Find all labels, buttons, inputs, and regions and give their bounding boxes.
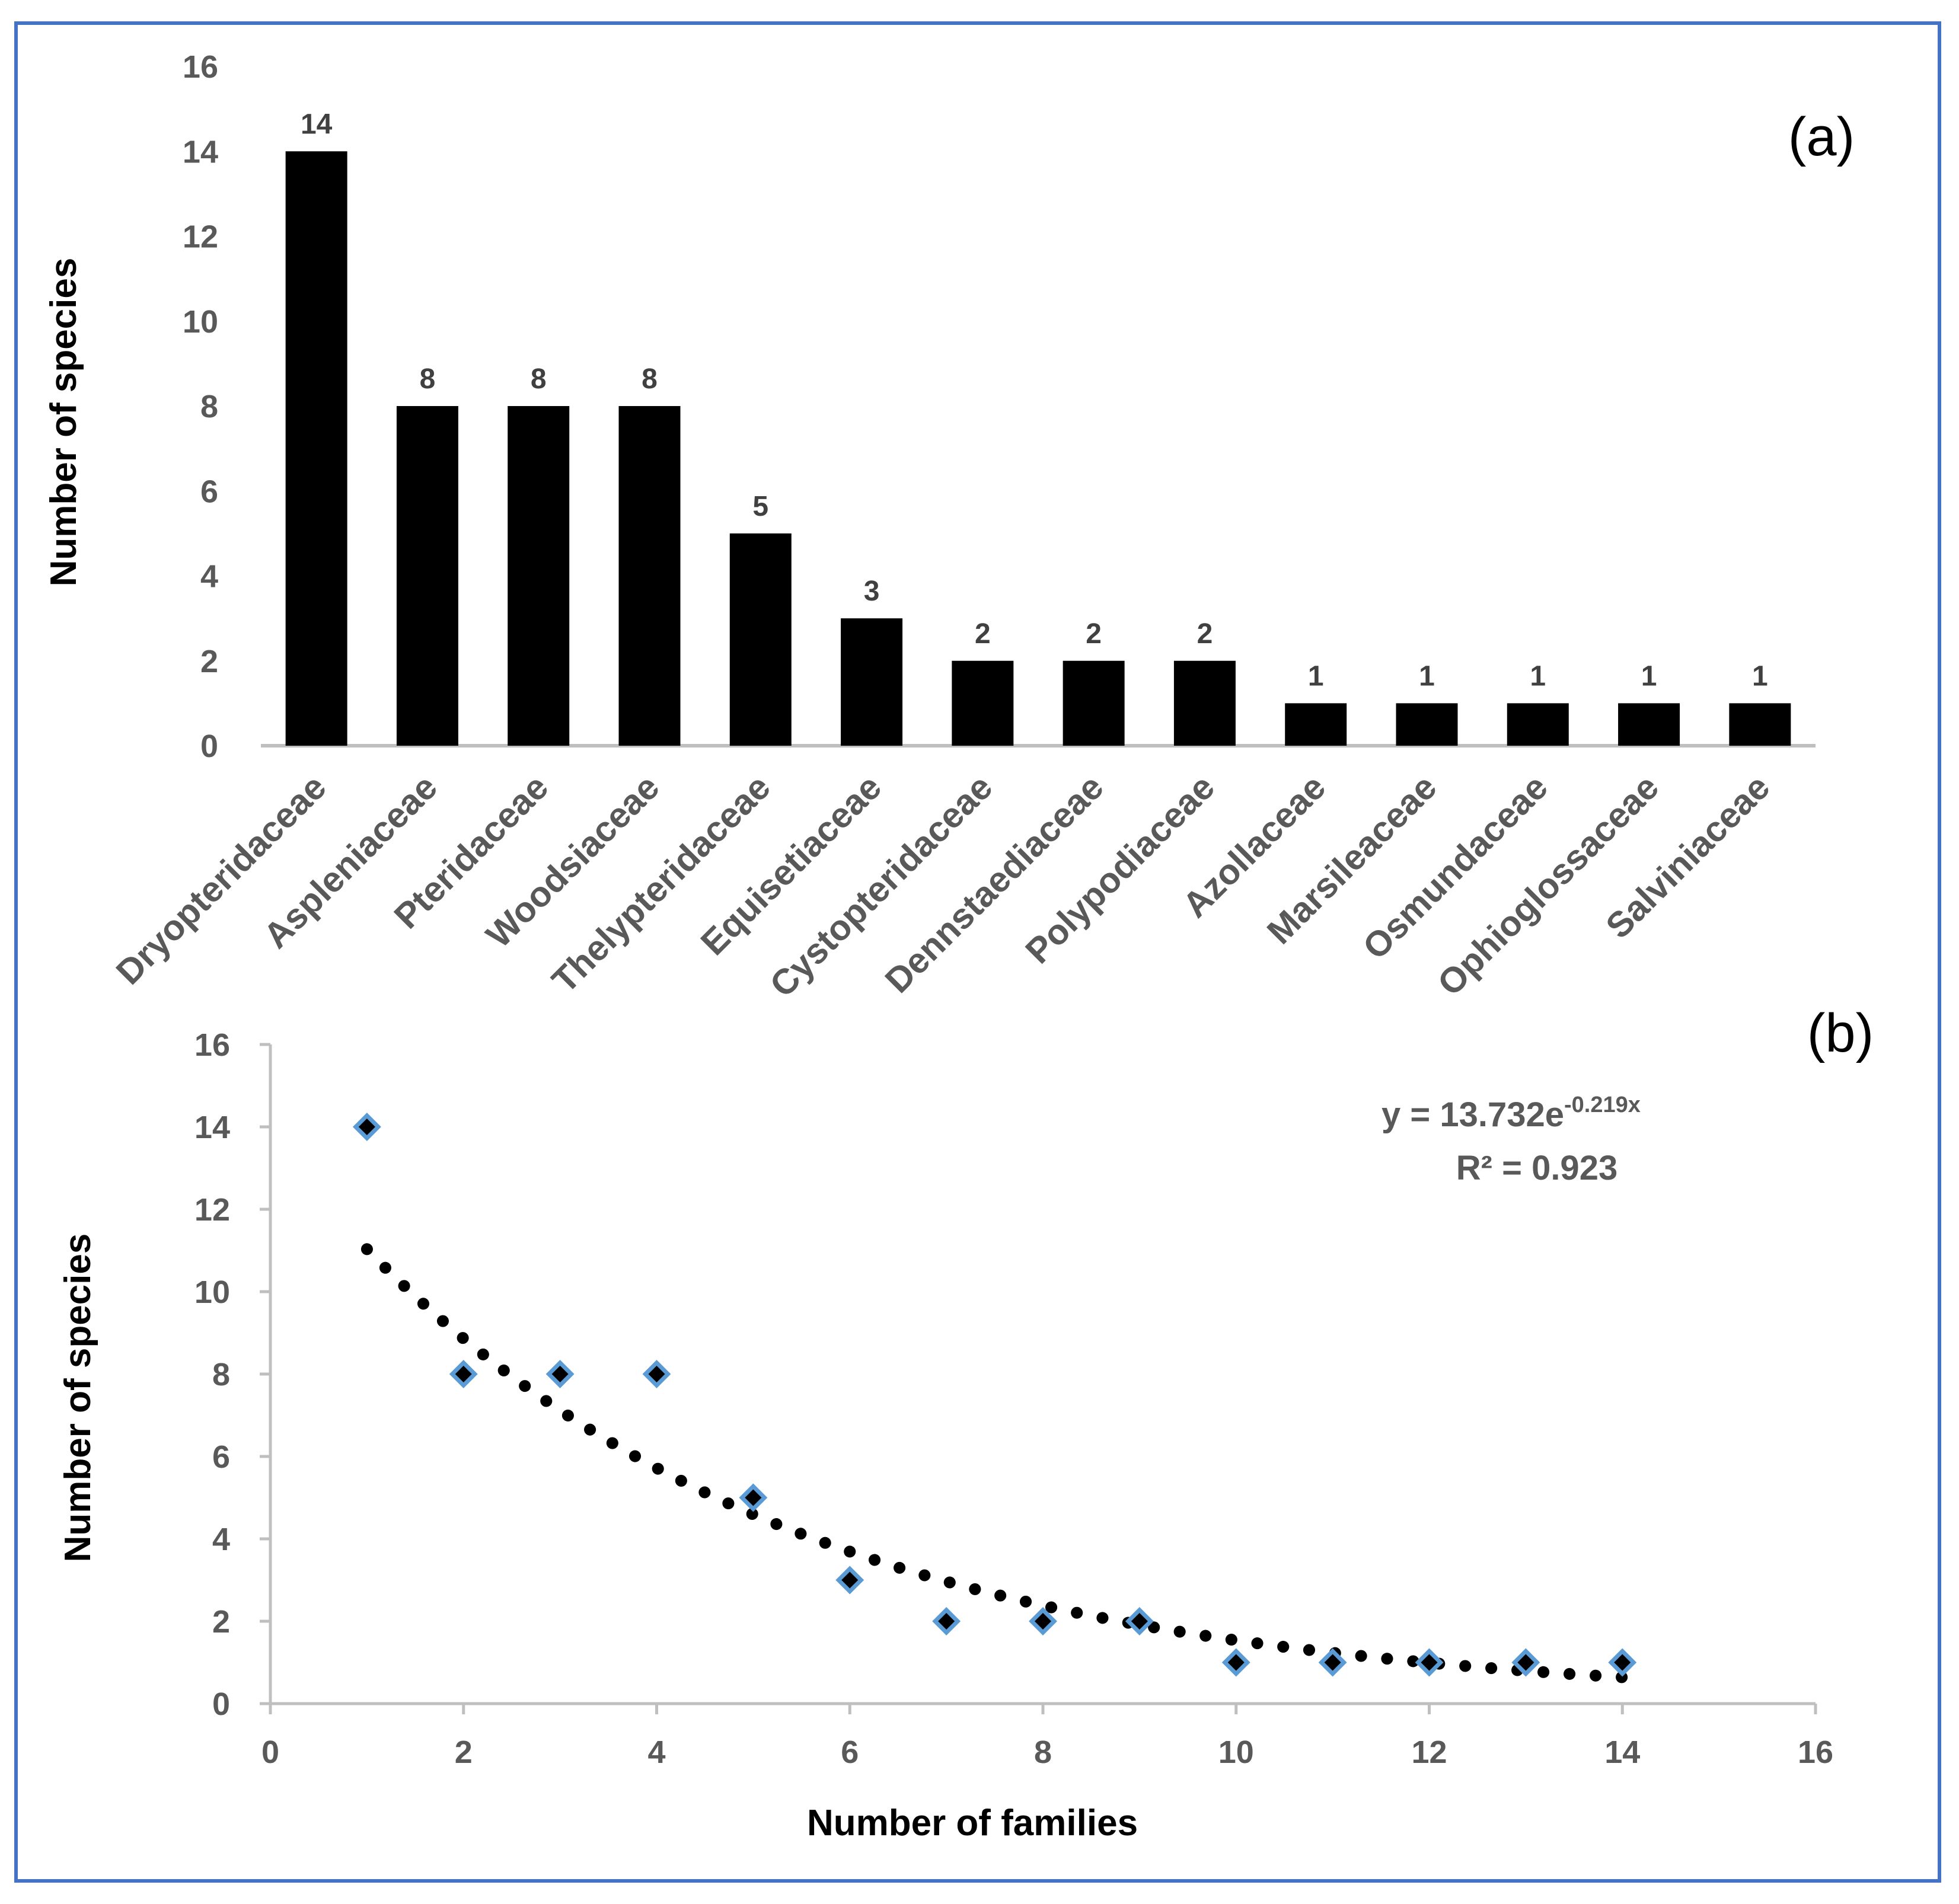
bar-chart-data-labels: 14 8 8 8 5 3 2 2 2 1 1 1 1 1 xyxy=(301,108,1768,692)
scatter-y-tick-label: 12 xyxy=(194,1192,230,1228)
bar xyxy=(1618,703,1680,746)
scatter-y-tick-label: 14 xyxy=(194,1110,230,1145)
scatter-points xyxy=(352,1113,1637,1677)
bar-y-tick-label: 6 xyxy=(200,474,218,509)
bar xyxy=(508,406,570,746)
bar xyxy=(729,533,792,746)
scatter-point xyxy=(1318,1648,1347,1677)
scatter-point xyxy=(1029,1607,1057,1635)
bar-data-label: 1 xyxy=(1308,660,1324,692)
bar-chart-category-labels: DryopteridaceaeAspleniaceaePteridaceaeWo… xyxy=(109,767,1778,1005)
panel-label-a: (a) xyxy=(1788,107,1855,167)
scatter-x-tick-label: 2 xyxy=(455,1734,473,1770)
scatter-x-tick-label: 12 xyxy=(1411,1734,1447,1770)
bar xyxy=(1173,660,1236,746)
bar-y-tick-label: 12 xyxy=(183,219,218,255)
exponential-trendline xyxy=(360,1243,1629,1683)
scatter-point xyxy=(642,1360,671,1388)
scatter-y-tick-label: 2 xyxy=(212,1604,230,1640)
scatter-x-tick-label: 4 xyxy=(647,1734,665,1770)
bar-data-label: 5 xyxy=(752,491,768,522)
scatter-x-axis-title: Number of families xyxy=(807,1803,1138,1844)
bar-y-tick-label: 16 xyxy=(183,49,218,85)
bar xyxy=(618,406,681,746)
bar-category-label: Osmundaceae xyxy=(1355,767,1555,967)
figure-frame xyxy=(14,21,1941,1883)
scatter-x-tick-label: 6 xyxy=(841,1734,859,1770)
bar-chart-y-axis-title: Number of species xyxy=(43,258,84,587)
scatter-x-ticks: 0 2 4 6 8 10 12 14 16 xyxy=(261,1704,1833,1770)
scatter-point xyxy=(1415,1648,1444,1677)
bar-data-label: 1 xyxy=(1530,660,1546,692)
scatter-y-tick-label: 8 xyxy=(212,1357,230,1392)
bar xyxy=(1285,703,1347,746)
scatter-point xyxy=(835,1566,864,1595)
bar xyxy=(396,406,458,746)
bar xyxy=(952,660,1014,746)
bar-category-label: Thelypteridaceae xyxy=(544,767,778,1001)
scatter-y-tick-label: 16 xyxy=(194,1027,230,1063)
scatter-point xyxy=(1511,1648,1540,1677)
trendline-equation-exponent: -0.219x xyxy=(1564,1092,1641,1117)
bar-category-label: Dennstaediaceae xyxy=(878,767,1111,1001)
bar xyxy=(1729,703,1791,746)
scatter-point xyxy=(1608,1648,1637,1677)
scatter-point xyxy=(545,1360,575,1388)
bar-data-label: 14 xyxy=(301,108,333,140)
scatter-point xyxy=(449,1360,478,1388)
bar-data-label: 8 xyxy=(531,363,547,395)
scatter-x-tick-label: 14 xyxy=(1604,1734,1640,1770)
bar-data-label: 1 xyxy=(1752,660,1768,692)
bar xyxy=(1396,703,1458,746)
bar-chart-bars xyxy=(285,151,1791,746)
bar-data-label: 3 xyxy=(864,576,880,607)
panel-label-b: (b) xyxy=(1807,1003,1874,1063)
bar-category-label: Polypodiaceae xyxy=(1018,767,1222,971)
trendline-equation-main: y = 13.732e xyxy=(1381,1095,1564,1134)
bar-y-tick-label: 0 xyxy=(200,729,218,764)
scatter-y-tick-label: 0 xyxy=(212,1686,230,1722)
scatter-point xyxy=(352,1113,381,1141)
scatter-x-tick-label: 8 xyxy=(1034,1734,1052,1770)
bar xyxy=(841,618,903,746)
bar-data-label: 2 xyxy=(975,618,991,650)
scatter-trendline xyxy=(360,1243,1629,1683)
scatter-point xyxy=(1125,1607,1154,1635)
bar-data-label: 2 xyxy=(1086,618,1102,650)
bar-y-tick-label: 4 xyxy=(200,559,218,595)
scatter-y-tick-label: 10 xyxy=(194,1274,230,1310)
bar-data-label: 1 xyxy=(1641,660,1657,692)
bar-data-label: 8 xyxy=(420,363,436,395)
bar-data-label: 1 xyxy=(1419,660,1435,692)
bar-data-label: 2 xyxy=(1197,618,1213,650)
bar-y-tick-label: 8 xyxy=(200,389,218,424)
scatter-point xyxy=(932,1607,961,1635)
scatter-y-tick-label: 6 xyxy=(212,1439,230,1475)
bar xyxy=(1063,660,1125,746)
scatter-x-tick-label: 0 xyxy=(261,1734,279,1770)
scatter-x-tick-label: 16 xyxy=(1798,1734,1833,1770)
trendline-r-squared: R² = 0.923 xyxy=(1456,1149,1617,1187)
scatter-y-axis-title: Number of species xyxy=(58,1234,98,1563)
bar-y-tick-label: 2 xyxy=(200,644,218,679)
bar xyxy=(285,151,347,746)
bar-y-tick-label: 14 xyxy=(183,134,218,170)
bar xyxy=(1507,703,1569,746)
scatter-x-tick-label: 10 xyxy=(1218,1734,1254,1770)
bar-chart-panel: 0 2 4 6 8 10 12 14 16 14 8 8 8 5 3 2 2 2 1 1 1 1 1 Dryopterid… xyxy=(43,49,1855,1005)
trendline-equation: y = 13.732e-0.219x xyxy=(1381,1092,1641,1134)
scatter-point xyxy=(739,1483,768,1512)
scatter-y-ticks: 0 2 4 6 8 10 12 14 16 xyxy=(194,1027,270,1722)
scatter-chart-panel: 0 2 4 6 8 10 12 14 16 0 2 4 6 8 10 12 14 16 Number of sp… xyxy=(58,1003,1874,1844)
scatter-y-tick-label: 4 xyxy=(212,1522,230,1557)
scatter-point xyxy=(1221,1648,1250,1677)
bar-chart-y-ticks: 0 2 4 6 8 10 12 14 16 xyxy=(183,49,218,764)
bar-y-tick-label: 10 xyxy=(183,304,218,340)
bar-data-label: 8 xyxy=(642,363,658,395)
bar-category-label: Dryopteridaceae xyxy=(109,767,334,992)
